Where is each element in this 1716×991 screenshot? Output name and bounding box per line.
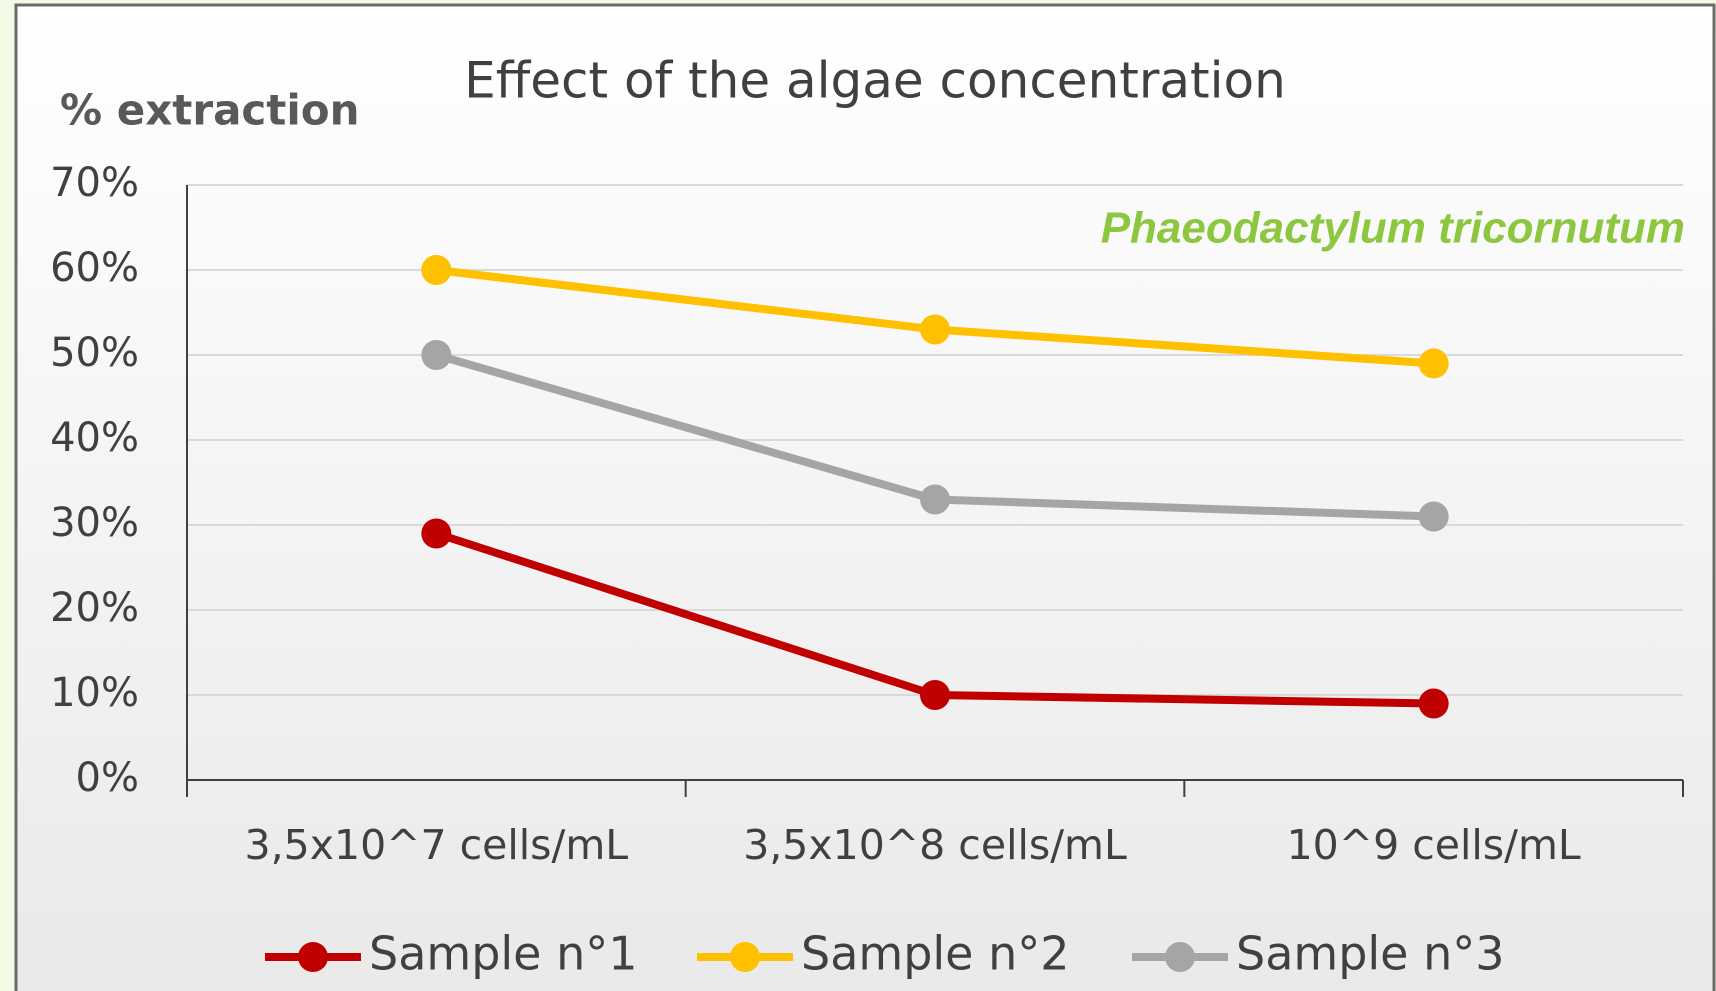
point — [920, 680, 950, 710]
chart-frame — [14, 3, 1716, 991]
x-tick-label: 10^9 cells/mL — [1287, 821, 1581, 869]
point — [421, 255, 452, 285]
y-tick-label: 60% — [50, 245, 139, 291]
y-tick-label: 30% — [50, 500, 139, 546]
y-tick-label: 0% — [76, 755, 139, 801]
legend-marker — [298, 942, 328, 972]
chart-title: Effect of the algae concentration — [464, 52, 1286, 110]
point — [421, 340, 452, 370]
y-axis-title: % extraction — [60, 86, 360, 135]
y-tick-label: 70% — [50, 160, 139, 206]
annotation: Phaeodactylum tricornutum — [1101, 204, 1685, 253]
point — [421, 518, 452, 549]
legend-label: Sample n°2 — [801, 927, 1070, 981]
y-tick-label: 10% — [50, 670, 139, 716]
y-tick-label: 50% — [50, 330, 139, 376]
point — [1418, 501, 1449, 532]
point — [920, 484, 950, 515]
x-tick-label: 3,5x10^7 cells/mL — [245, 821, 629, 869]
y-tick-label: 40% — [50, 415, 139, 461]
y-tick-label: 20% — [50, 585, 139, 631]
legend-marker — [730, 942, 760, 972]
point — [920, 314, 950, 345]
point — [1418, 348, 1449, 379]
legend-label: Sample n°3 — [1236, 927, 1505, 981]
legend-marker — [1165, 942, 1195, 972]
x-tick-label: 3,5x10^8 cells/mL — [743, 821, 1127, 869]
legend-label: Sample n°1 — [369, 927, 638, 981]
point — [1418, 688, 1449, 719]
